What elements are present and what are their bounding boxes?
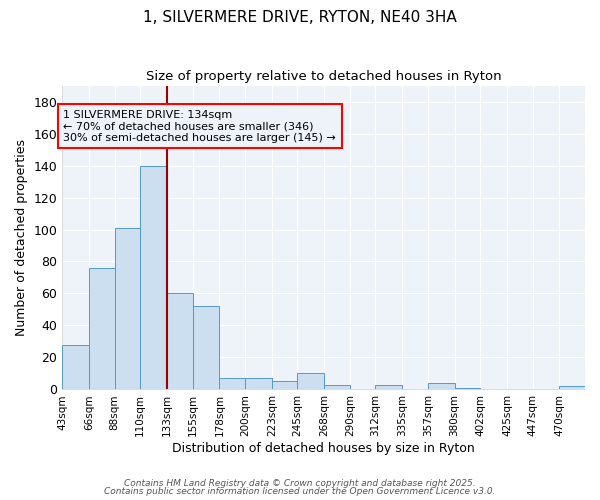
Text: Contains HM Land Registry data © Crown copyright and database right 2025.: Contains HM Land Registry data © Crown c… bbox=[124, 478, 476, 488]
Bar bbox=[220, 378, 245, 390]
Bar bbox=[376, 384, 402, 390]
Title: Size of property relative to detached houses in Ryton: Size of property relative to detached ho… bbox=[146, 70, 502, 83]
Bar bbox=[89, 268, 115, 390]
Bar bbox=[115, 228, 140, 390]
Bar bbox=[62, 344, 89, 390]
Bar bbox=[298, 374, 324, 390]
Text: Contains public sector information licensed under the Open Government Licence v3: Contains public sector information licen… bbox=[104, 487, 496, 496]
X-axis label: Distribution of detached houses by size in Ryton: Distribution of detached houses by size … bbox=[172, 442, 475, 455]
Text: 1 SILVERMERE DRIVE: 134sqm
← 70% of detached houses are smaller (346)
30% of sem: 1 SILVERMERE DRIVE: 134sqm ← 70% of deta… bbox=[64, 110, 336, 142]
Bar bbox=[559, 386, 585, 390]
Bar bbox=[428, 383, 455, 390]
Bar bbox=[245, 378, 272, 390]
Bar bbox=[140, 166, 167, 390]
Bar bbox=[167, 294, 193, 390]
Text: 1, SILVERMERE DRIVE, RYTON, NE40 3HA: 1, SILVERMERE DRIVE, RYTON, NE40 3HA bbox=[143, 10, 457, 25]
Bar bbox=[455, 388, 480, 390]
Bar bbox=[193, 306, 220, 390]
Y-axis label: Number of detached properties: Number of detached properties bbox=[15, 139, 28, 336]
Bar bbox=[324, 384, 350, 390]
Bar bbox=[272, 382, 298, 390]
